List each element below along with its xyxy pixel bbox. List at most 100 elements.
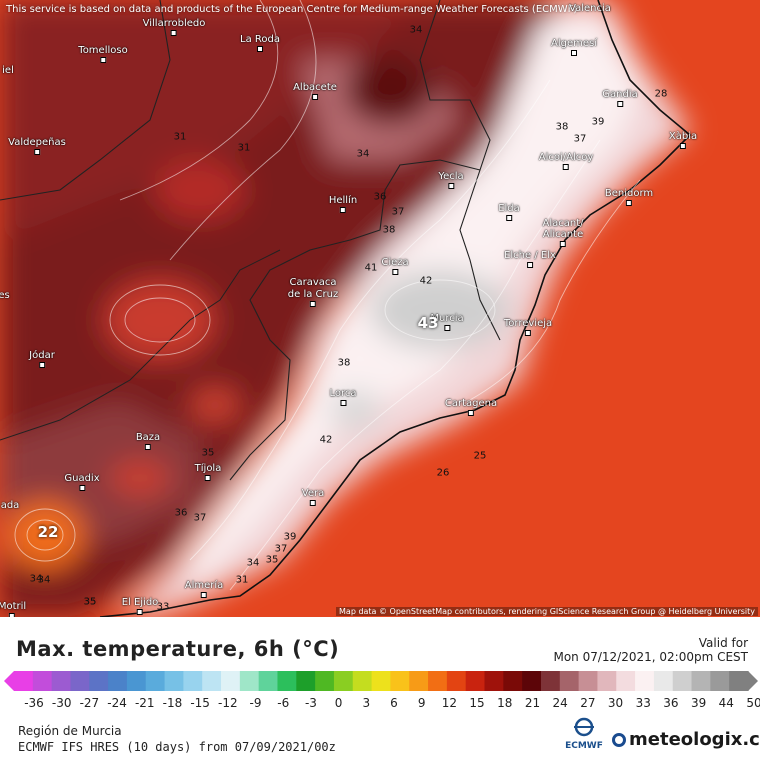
isotherm-label: 43 [417, 314, 439, 332]
isotherm-label: 34 [29, 573, 43, 585]
isotherm-label: 39 [591, 116, 605, 128]
color-scale-swatch [710, 671, 730, 691]
color-scale-swatch [428, 671, 448, 691]
isotherm-label: 36 [174, 507, 188, 519]
color-scale-swatch [409, 671, 429, 691]
color-scale-swatch [465, 671, 486, 691]
color-scale-tick-label: -6 [277, 696, 289, 710]
isotherm-label: 35 [201, 447, 215, 459]
color-scale-tick-label: 44 [719, 696, 734, 710]
isotherm-label: 38 [382, 224, 396, 236]
west-border [0, 0, 171, 201]
isotherm-label: 42 [419, 275, 433, 287]
color-scale-tick-label: -21 [135, 696, 155, 710]
isotherm-label: 35 [265, 554, 279, 566]
color-scale-swatch [484, 671, 504, 691]
color-scale-tick-label: 27 [580, 696, 595, 710]
isotherm-label: 34 [37, 574, 51, 586]
color-scale-tick-label: 15 [469, 696, 484, 710]
color-scale-swatch [164, 671, 184, 691]
meteologix-brand: meteologix.com [629, 729, 760, 750]
color-scale-swatch [559, 671, 580, 691]
color-scale-tick-label: 36 [663, 696, 678, 710]
color-scale-swatch [277, 671, 297, 691]
isotherm-label: 28 [654, 88, 668, 100]
valid-for-label: Valid for [698, 636, 748, 650]
color-scale-tick-label: 39 [691, 696, 706, 710]
color-scale-tick-label: 21 [525, 696, 540, 710]
color-scale-swatch [672, 671, 693, 691]
color-scale-swatch [691, 671, 711, 691]
province-border [459, 169, 501, 341]
color-scale-tick-label: -12 [218, 696, 238, 710]
isotherm-label: 39 [283, 531, 297, 543]
color-scale-swatch [145, 671, 166, 691]
isotherm-label: 31 [235, 574, 249, 586]
color-scale-swatch [578, 671, 599, 691]
color-scale-swatch [503, 671, 523, 691]
color-scale-tick-label: 33 [636, 696, 651, 710]
isotherm-label: 35 [83, 596, 97, 608]
color-scale-tick-label: -9 [250, 696, 262, 710]
isotherm-label: 31 [237, 142, 251, 154]
color-scale-tick-label: -18 [163, 696, 183, 710]
color-scale-swatch [89, 671, 109, 691]
ecmwf-credit: This service is based on data and produc… [6, 4, 578, 15]
color-scale-low-arrow [4, 671, 14, 691]
isotherm-label: 31 [173, 131, 187, 143]
isotherm-label: 36 [373, 191, 387, 203]
color-scale-swatch [51, 671, 72, 691]
color-scale-high-arrow [748, 671, 758, 691]
isotherm-label: 25 [473, 450, 487, 462]
ecmwf-logo[interactable]: ECMWF [561, 717, 607, 751]
isotherm-label: 34 [356, 148, 370, 160]
isotherm-label: 35 [83, 596, 97, 608]
isotherm-label: 34 [246, 557, 260, 569]
color-scale-tick-label: 0 [335, 696, 343, 710]
color-scale-swatch [333, 671, 354, 691]
color-scale-tick-label: 18 [497, 696, 512, 710]
color-scale-swatch [202, 671, 222, 691]
isotherm-label: 41 [364, 262, 378, 274]
color-scale-swatch [221, 671, 241, 691]
isotherm-label: 34 [409, 24, 423, 36]
color-scale-tick-label: 30 [608, 696, 623, 710]
isotherm-label: 37 [391, 206, 405, 218]
color-scale-tick-label: 50 [746, 696, 760, 710]
color-scale-swatch [597, 671, 617, 691]
coastline [99, 0, 692, 617]
isotherm-label: 37 [274, 543, 288, 555]
color-scale-swatch [32, 671, 53, 691]
color-scale-swatch [70, 671, 90, 691]
meteologix-logo[interactable]: meteologix.com [612, 729, 760, 750]
model-run: ECMWF IFS HRES (10 days) from 07/09/2021… [18, 740, 336, 754]
valid-date: Mon 07/12/2021, 02:00pm CEST [553, 650, 748, 664]
chart-title: Max. temperature, 6h (°C) [16, 637, 340, 661]
color-scale-swatch [183, 671, 203, 691]
color-scale-swatch [635, 671, 655, 691]
isotherm-label: 22 [37, 523, 59, 541]
temperature-map[interactable]: This service is based on data and produc… [0, 0, 760, 617]
color-scale-tick-label: 12 [442, 696, 457, 710]
color-scale-swatch [14, 671, 34, 691]
color-scale-swatch [258, 671, 279, 691]
color-scale-swatch [653, 671, 674, 691]
color-scale-swatch [522, 671, 542, 691]
region-name: Región de Murcia [18, 724, 122, 738]
color-scale-swatch [616, 671, 636, 691]
color-scale-swatch [126, 671, 147, 691]
color-scale-swatch [296, 671, 316, 691]
color-scale-swatch [352, 671, 373, 691]
color-scale-tick-label: 6 [390, 696, 398, 710]
isotherm-label: 26 [436, 467, 450, 479]
isotherm-label: 37 [573, 133, 587, 145]
isotherm-lines [14, 0, 641, 591]
meteologix-icon [612, 732, 626, 747]
isotherm-label: 42 [319, 434, 333, 446]
color-scale-swatch [371, 671, 392, 691]
isotherm-label: 37 [193, 512, 207, 524]
color-scale-tick-label: 24 [553, 696, 568, 710]
ecmwf-logo-text: ECMWF [565, 741, 603, 751]
region-border [229, 0, 491, 481]
color-scale-tick-label: -24 [107, 696, 127, 710]
